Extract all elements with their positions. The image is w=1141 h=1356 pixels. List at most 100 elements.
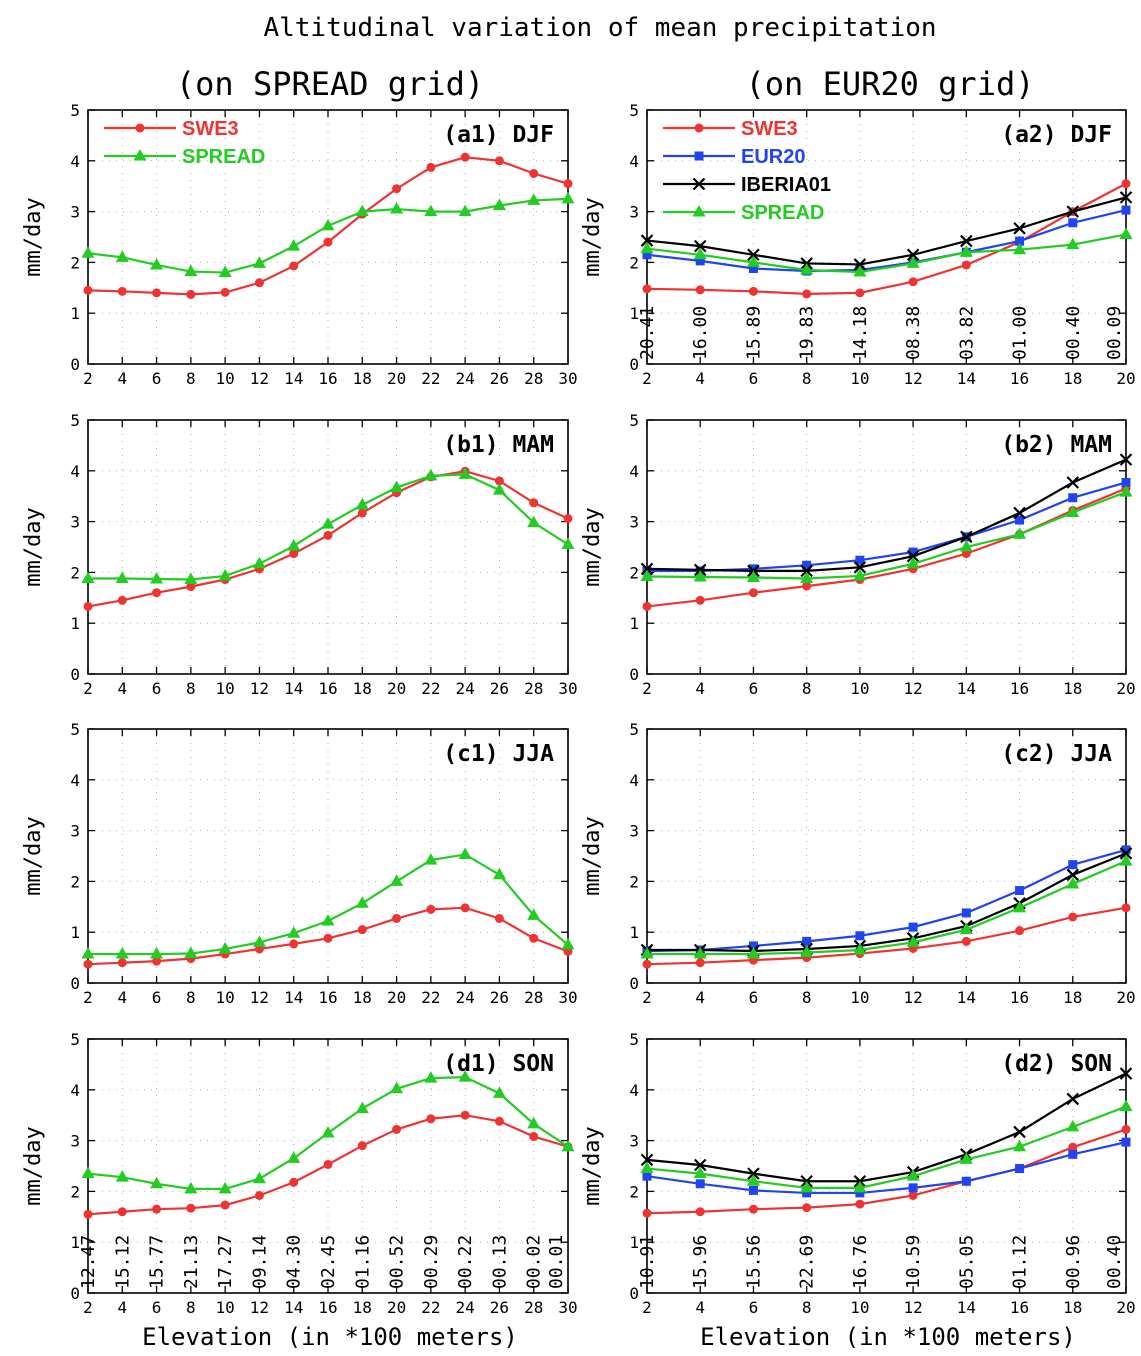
data-point-iberia01 bbox=[800, 564, 813, 578]
data-point-swe3 bbox=[186, 289, 196, 299]
data-point-swe3 bbox=[961, 260, 971, 270]
series-swe3 bbox=[642, 179, 1131, 299]
x-tick-label: 22 bbox=[421, 369, 440, 388]
x-tick-label: 4 bbox=[117, 988, 127, 1007]
x-tick-label: 6 bbox=[152, 679, 162, 698]
data-point-spread bbox=[150, 1176, 164, 1189]
x-tick-label: 10 bbox=[850, 679, 869, 698]
data-point-spread bbox=[640, 1161, 654, 1174]
data-point-spread bbox=[458, 847, 472, 859]
series-line-eur20 bbox=[646, 848, 1127, 953]
data-point-eur20 bbox=[802, 936, 812, 946]
data-point-swe3 bbox=[83, 285, 93, 295]
x-tick-label: 26 bbox=[490, 988, 509, 1007]
data-point-swe3 bbox=[323, 1159, 333, 1169]
y-tick-label: 5 bbox=[70, 720, 80, 739]
y-tick-label: 2 bbox=[629, 563, 639, 582]
data-point-spread bbox=[527, 908, 541, 920]
data-point-spread bbox=[693, 247, 707, 260]
x-tick-label: 16 bbox=[318, 369, 337, 388]
legend-marker-eur20 bbox=[694, 151, 704, 161]
data-point-iberia01 bbox=[640, 234, 654, 247]
annotation-value: 15.12 bbox=[112, 1235, 133, 1289]
y-tick-label: 3 bbox=[70, 203, 80, 222]
data-point-swe3 bbox=[83, 959, 93, 969]
data-point-spread bbox=[800, 571, 814, 583]
data-point-spread bbox=[853, 942, 867, 955]
x-axis-label-right: Elevation (in *100 meters) bbox=[700, 1323, 1076, 1351]
series-swe3 bbox=[642, 1124, 1131, 1218]
x-tick-label: 18 bbox=[353, 988, 372, 1007]
y-tick-label: 1 bbox=[70, 304, 80, 323]
series-eur20 bbox=[642, 1137, 1131, 1198]
x-tick-label: 6 bbox=[749, 1298, 759, 1317]
annotation-value: 00.96 bbox=[1063, 1235, 1084, 1289]
data-point-spread bbox=[906, 1169, 920, 1181]
x-tick-label: 12 bbox=[250, 369, 269, 388]
x-tick-label: 4 bbox=[695, 369, 705, 388]
data-point-swe3 bbox=[426, 162, 436, 172]
x-tick-label: 14 bbox=[957, 369, 976, 388]
x-tick-label: 20 bbox=[387, 369, 406, 388]
data-point-swe3 bbox=[695, 958, 705, 968]
data-point-spread bbox=[1013, 242, 1027, 255]
data-point-spread bbox=[287, 926, 301, 938]
data-point-swe3 bbox=[254, 1190, 264, 1200]
data-point-eur20 bbox=[802, 1188, 812, 1198]
x-tick-label: 24 bbox=[456, 679, 475, 698]
x-tick-label: 16 bbox=[318, 988, 337, 1007]
data-point-spread bbox=[1119, 854, 1133, 866]
series-spread bbox=[640, 227, 1133, 277]
y-tick-label: 0 bbox=[629, 355, 639, 374]
y-tick-label: 1 bbox=[629, 304, 639, 323]
data-point-swe3 bbox=[563, 514, 573, 524]
annotation-value: 16.76 bbox=[850, 1235, 871, 1289]
annotation-value: 20.41 bbox=[637, 306, 658, 360]
annotation-value: 15.96 bbox=[690, 1235, 711, 1289]
data-point-swe3 bbox=[494, 1116, 504, 1126]
panel-label: (d2) SON bbox=[1001, 1051, 1112, 1077]
data-point-spread bbox=[150, 257, 164, 270]
x-tick-label: 30 bbox=[558, 679, 577, 698]
x-tick-label: 18 bbox=[1063, 1298, 1082, 1317]
x-tick-label: 22 bbox=[421, 679, 440, 698]
x-tick-label: 10 bbox=[850, 369, 869, 388]
y-axis-label: mm/day bbox=[21, 507, 46, 586]
series-iberia01 bbox=[640, 191, 1133, 271]
data-point-spread bbox=[424, 468, 438, 481]
data-point-spread bbox=[853, 1180, 867, 1193]
y-tick-label: 0 bbox=[629, 665, 639, 684]
data-point-spread bbox=[458, 1070, 472, 1082]
legend-label-swe3: SWE3 bbox=[741, 118, 798, 140]
data-point-swe3 bbox=[289, 549, 299, 559]
data-point-swe3 bbox=[289, 261, 299, 271]
data-point-iberia01 bbox=[640, 562, 654, 576]
panel-label: (a2) DJF bbox=[1001, 122, 1112, 148]
y-tick-label: 5 bbox=[629, 101, 639, 120]
x-tick-label: 30 bbox=[558, 369, 577, 388]
data-point-spread bbox=[1119, 485, 1133, 497]
data-point-spread bbox=[1066, 505, 1080, 517]
data-point-spread bbox=[252, 556, 266, 569]
x-tick-label: 8 bbox=[802, 679, 812, 698]
x-tick-label: 2 bbox=[83, 679, 93, 698]
data-point-spread bbox=[1013, 1139, 1027, 1152]
data-point-iberia01 bbox=[1066, 205, 1080, 218]
y-tick-label: 5 bbox=[629, 1030, 639, 1049]
data-point-swe3 bbox=[83, 601, 93, 611]
data-point-eur20 bbox=[802, 560, 812, 570]
data-point-spread bbox=[150, 572, 164, 584]
y-tick-label: 5 bbox=[629, 411, 639, 430]
x-tick-label: 18 bbox=[1063, 988, 1082, 1007]
data-point-eur20 bbox=[1068, 860, 1078, 870]
x-tick-label: 28 bbox=[524, 988, 543, 1007]
data-point-swe3 bbox=[1068, 912, 1078, 922]
data-point-iberia01 bbox=[1013, 506, 1026, 520]
column-2-title: (on EUR20 grid) bbox=[746, 65, 1035, 103]
data-point-swe3 bbox=[642, 1208, 652, 1218]
data-point-swe3 bbox=[426, 904, 436, 914]
data-point-swe3 bbox=[392, 1124, 402, 1134]
data-point-eur20 bbox=[961, 908, 971, 918]
data-point-swe3 bbox=[323, 933, 333, 943]
data-point-spread bbox=[561, 1139, 575, 1152]
